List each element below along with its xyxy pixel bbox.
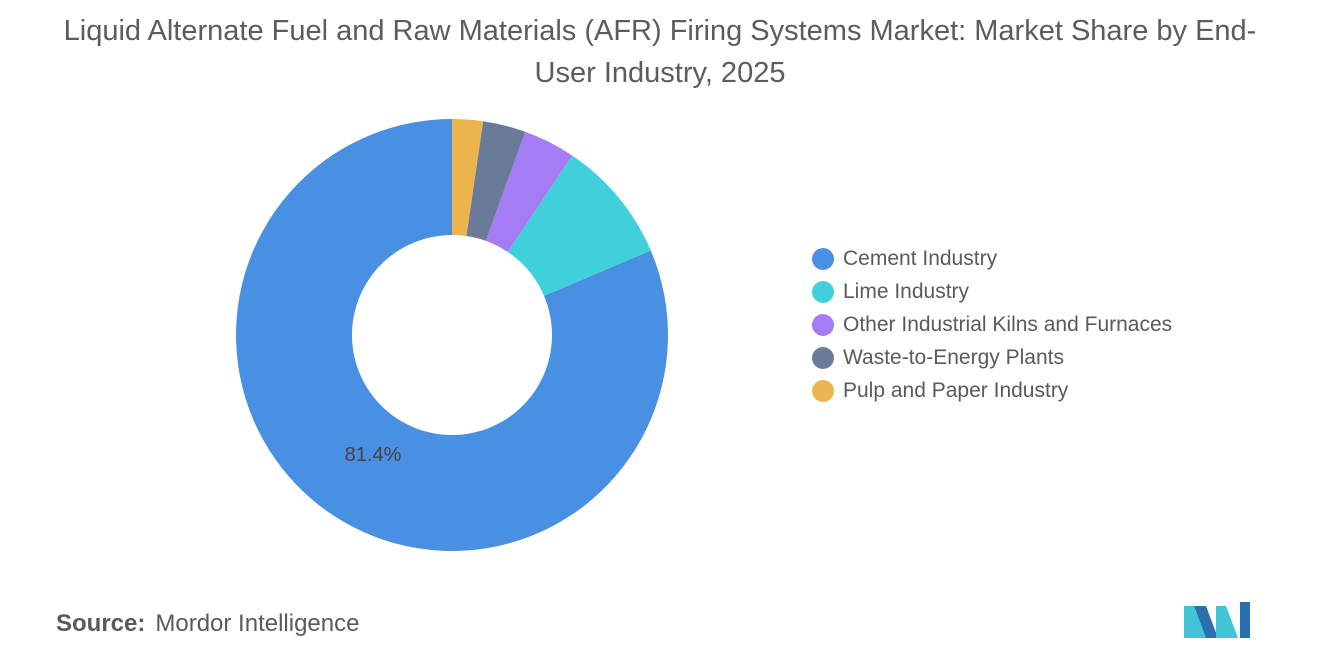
slice-pulp-and-paper-industry [452, 119, 484, 237]
legend-swatch [812, 280, 834, 303]
source-note: Source: Mordor Intelligence [56, 610, 359, 638]
legend-item: Other Industrial Kilns and Furnaces [812, 308, 1172, 341]
donut-slice-labels: 81.4% [345, 444, 402, 466]
legend-item: Cement Industry [812, 242, 1172, 275]
chart-title: Liquid Alternate Fuel and Raw Materials … [63, 15, 1257, 89]
slice-value-label: 81.4% [345, 444, 402, 466]
legend-swatch [812, 313, 834, 336]
legend-item: Waste-to-Energy Plants [812, 341, 1172, 374]
slice-other-industrial-kilns-and-furnaces [485, 131, 573, 252]
legend-swatch [812, 247, 834, 270]
legend-label: Waste-to-Energy Plants [843, 345, 1064, 369]
legend-label: Other Industrial Kilns and Furnaces [843, 312, 1173, 336]
slice-cement-industry [236, 119, 668, 551]
legend-label: Lime Industry [843, 279, 970, 303]
source-text: Mordor Intelligence [155, 610, 360, 637]
legend-item: Lime Industry [812, 275, 1172, 308]
mordor-intelligence-logo [1184, 602, 1250, 638]
legend-item: Pulp and Paper Industry [812, 374, 1172, 407]
legend-label: Cement Industry [843, 246, 998, 270]
chart-legend: Cement Industry Lime Industry Other Indust… [812, 242, 1172, 407]
legend-label: Pulp and Paper Industry [843, 378, 1069, 402]
slice-lime-industry [507, 155, 651, 296]
donut-slices [236, 119, 668, 551]
slice-waste-to-energy-plants [466, 121, 526, 241]
legend-swatch [812, 379, 834, 402]
source-label: Source: [56, 610, 146, 637]
legend-swatch [812, 346, 834, 369]
